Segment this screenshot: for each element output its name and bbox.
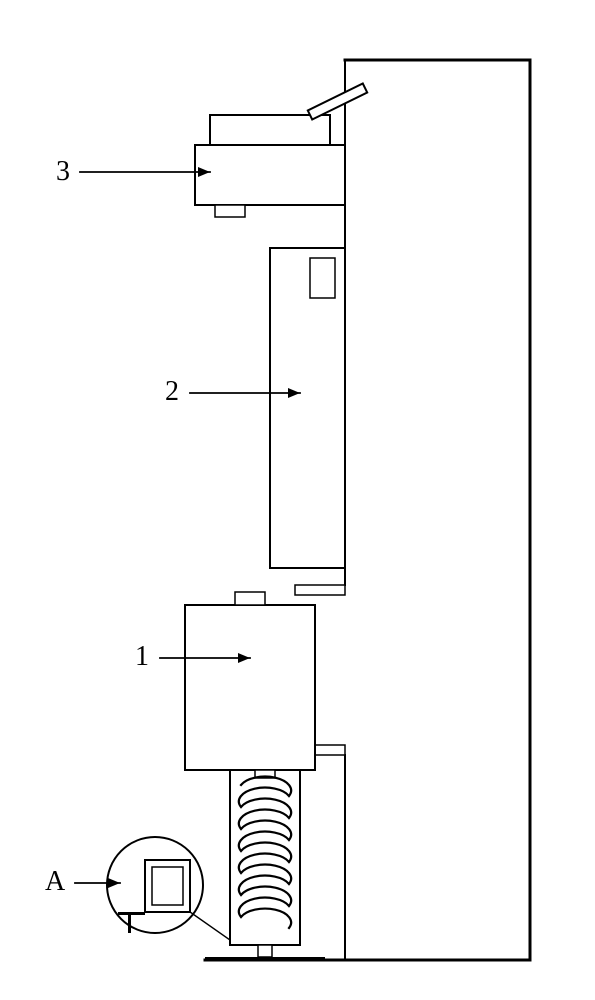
label-labelA: A (45, 866, 66, 897)
label-label1: 1 (135, 641, 149, 672)
label-label2: 2 (165, 376, 179, 407)
label-label3: 3 (56, 156, 70, 187)
